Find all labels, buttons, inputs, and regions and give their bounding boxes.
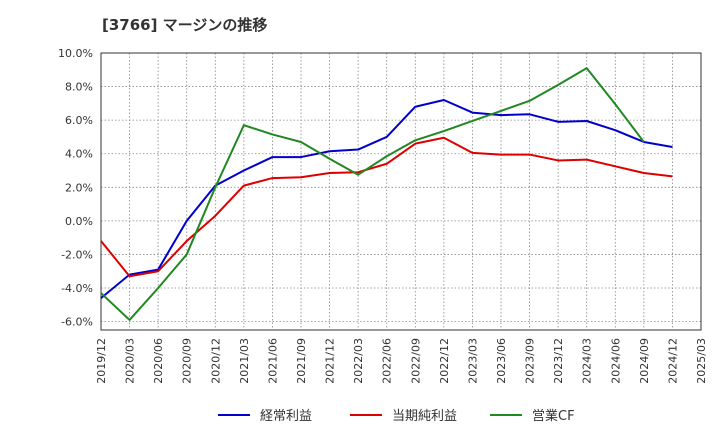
series-line-3 [100, 67, 645, 321]
x-tick-label: 2022/09 [409, 338, 422, 384]
y-tick-label: 6.0% [65, 114, 93, 127]
x-tick-label: 2022/06 [381, 338, 394, 384]
y-tick-label: -6.0% [61, 316, 93, 329]
x-tick-label: 2020/03 [124, 338, 137, 384]
chart-title: [3766] マージンの推移 [102, 16, 268, 34]
x-tick-label: 2020/06 [152, 338, 165, 384]
x-tick-label: 2025/03 [695, 338, 708, 384]
plot-area [101, 53, 701, 330]
legend-label-1: 経常利益 [260, 409, 312, 424]
y-tick-label: 0.0% [65, 215, 93, 228]
y-tick-label: 8.0% [65, 81, 93, 94]
x-tick-label: 2021/09 [295, 338, 308, 384]
x-tick-label: 2020/12 [209, 338, 222, 384]
x-tick-label: 2023/12 [552, 338, 565, 384]
x-tick-label: 2024/12 [666, 338, 679, 384]
legend-label-2: 当期純利益 [392, 409, 457, 424]
x-tick-label: 2024/03 [581, 338, 594, 384]
plot-frame [100, 52, 702, 331]
y-tick-label: 2.0% [65, 181, 93, 194]
x-tick-label: 2020/09 [181, 338, 194, 384]
x-tick-label: 2023/03 [466, 338, 479, 384]
x-tick-label: 2022/12 [438, 338, 451, 384]
x-tick-label: 2021/06 [266, 338, 279, 384]
y-tick-label: 10.0% [58, 47, 93, 60]
legend-label-3: 営業CF [532, 408, 575, 424]
x-tick-label: 2024/06 [609, 338, 622, 384]
x-tick-label: 2023/06 [495, 338, 508, 384]
y-tick-label: 4.0% [65, 148, 93, 161]
y-tick-label: -2.0% [61, 248, 93, 261]
series-line-1 [100, 99, 673, 299]
x-tick-label: 2021/03 [238, 338, 251, 384]
x-tick-label: 2024/09 [638, 338, 651, 384]
x-tick-label: 2023/09 [524, 338, 537, 384]
y-tick-label: -4.0% [61, 282, 93, 295]
x-tick-label: 2019/12 [95, 338, 108, 384]
x-tick-label: 2022/03 [352, 338, 365, 384]
x-tick-label: 2021/12 [324, 338, 337, 384]
